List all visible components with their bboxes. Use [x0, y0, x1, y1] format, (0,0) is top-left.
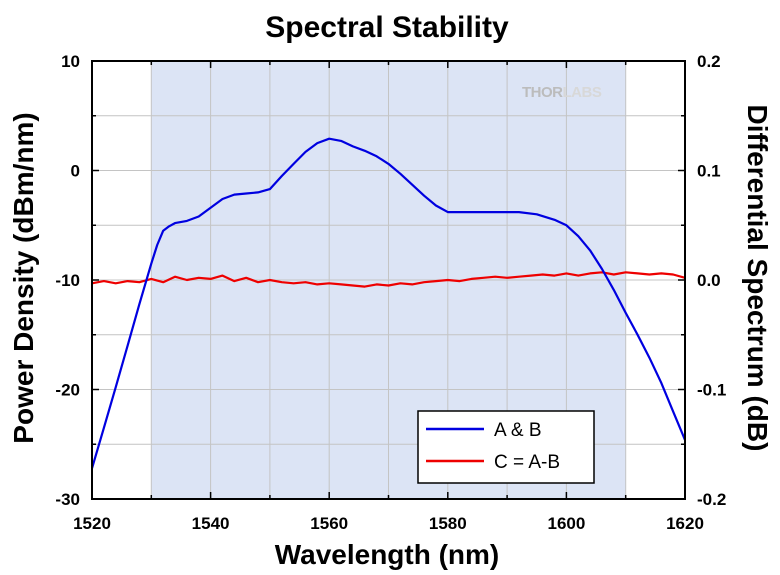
series-layer [90, 137, 687, 469]
x-tick-label: 1620 [666, 514, 704, 533]
legend-label-c: C = A-B [494, 452, 560, 473]
y-right-tick-label: 0.1 [697, 162, 721, 181]
x-tick-label: 1600 [547, 514, 585, 533]
y-axis-right-label: Differential Spectrum (dB) [742, 105, 773, 452]
watermark-labs: LABS [563, 84, 602, 101]
legend: A & B C = A-B [417, 410, 595, 484]
y-left-tick-label: 10 [61, 52, 80, 71]
x-tick-label: 1580 [429, 514, 467, 533]
chart-title: Spectral Stability [265, 11, 509, 44]
tick-labels: 1520 1540 1560 1580 1600 1620 10 0 -10 -20 -30 0.2 0… [55, 52, 726, 533]
x-axis-label: Wavelength (nm) [275, 539, 500, 570]
x-tick-label: 1560 [310, 514, 348, 533]
y-right-tick-label: 0.0 [697, 271, 721, 290]
x-tick-label: 1540 [192, 514, 230, 533]
y-axis-left-label: Power Density (dBm/nm) [8, 112, 39, 443]
thorlabs-watermark: THORLABS [522, 84, 602, 101]
y-left-tick-label: -10 [55, 271, 80, 290]
y-right-tick-label: 0.2 [697, 52, 721, 71]
x-tick-label: 1520 [73, 514, 111, 533]
y-left-tick-label: -30 [55, 490, 80, 509]
legend-label-ab: A & B [494, 420, 542, 441]
y-left-tick-label: -20 [55, 381, 80, 400]
y-right-tick-label: -0.2 [697, 490, 726, 509]
series-line-c [91, 271, 686, 288]
y-right-tick-label: -0.1 [697, 381, 726, 400]
watermark-thor: THOR [522, 84, 563, 101]
axis-ticks [91, 60, 686, 500]
legend-box [417, 410, 595, 484]
y-left-tick-label: 0 [71, 162, 80, 181]
series-line-ab [90, 137, 687, 469]
